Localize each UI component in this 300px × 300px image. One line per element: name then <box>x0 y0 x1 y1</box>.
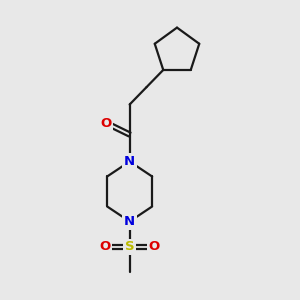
Text: N: N <box>124 155 135 168</box>
Text: O: O <box>99 241 111 254</box>
Text: S: S <box>125 241 134 254</box>
Text: N: N <box>124 215 135 228</box>
Text: O: O <box>148 241 160 254</box>
Text: O: O <box>100 117 112 130</box>
